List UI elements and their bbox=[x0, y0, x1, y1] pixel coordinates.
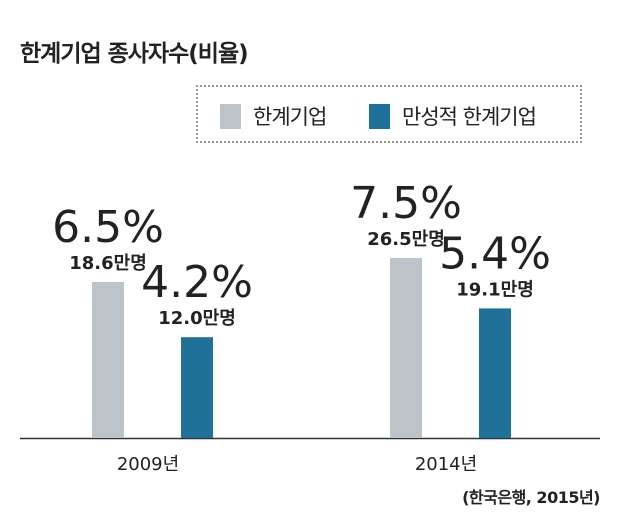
count-label: 18.6만명 bbox=[69, 253, 147, 274]
legend-item-chronic-marginal-firms: 만성적 한계기업 bbox=[369, 103, 537, 129]
legend-item-marginal-firms: 한계기업 bbox=[220, 103, 327, 129]
bar-marginal-0 bbox=[92, 282, 124, 438]
x-tick-label: 2014년 bbox=[415, 454, 477, 475]
x-tick-label: 2009년 bbox=[117, 454, 179, 475]
source-note: (한국은행, 2015년) bbox=[462, 488, 600, 507]
value-label: 5.4% bbox=[439, 228, 551, 279]
value-label: 7.5% bbox=[350, 178, 462, 229]
count-label: 12.0만명 bbox=[158, 308, 236, 329]
count-label: 19.1만명 bbox=[456, 279, 534, 300]
legend: 한계기업 만성적 한계기업 bbox=[196, 85, 582, 143]
value-label: 4.2% bbox=[141, 257, 253, 308]
bar-chronic-0 bbox=[181, 337, 213, 438]
chart-title: 한계기업 종사자수(비율) bbox=[20, 41, 249, 67]
legend-swatch-blue bbox=[369, 103, 390, 129]
count-label: 26.5만명 bbox=[367, 229, 445, 250]
value-label: 6.5% bbox=[52, 202, 164, 253]
bar-chronic-1 bbox=[479, 308, 511, 438]
legend-swatch-gray bbox=[220, 103, 241, 129]
legend-label: 만성적 한계기업 bbox=[402, 105, 537, 129]
bar-marginal-1 bbox=[390, 258, 422, 438]
legend-label: 한계기업 bbox=[253, 105, 327, 129]
